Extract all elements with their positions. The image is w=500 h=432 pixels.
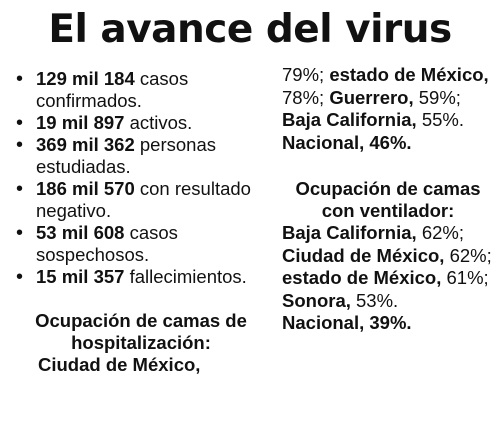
left-column: • 129 mil 184 casos confirmados. • 19 mi…: [10, 68, 272, 377]
right-column: 79%; estado de México, 78%; Guerrero, 59…: [282, 64, 494, 335]
stat-text: casos sospechosos.: [36, 222, 178, 265]
list-item: • 129 mil 184 casos confirmados.: [10, 68, 272, 112]
stat-number: 15 mil 357: [36, 266, 125, 287]
stat-number: 19 mil 897: [36, 112, 125, 133]
bullet-icon: •: [16, 178, 24, 200]
stat-text: activos.: [124, 112, 193, 133]
page-title: El avance del virus: [48, 7, 452, 52]
stat-text: casos confirmados.: [36, 68, 189, 111]
bullet-icon: •: [16, 134, 24, 156]
bullet-icon: •: [16, 222, 24, 244]
list-item: • 15 mil 357 fallecimientos.: [10, 266, 272, 288]
list-item: • 53 mil 608 casos sospechosos.: [10, 222, 272, 266]
hospitalization-heading: Ocupación de camas de hospitalización:: [35, 310, 247, 353]
stat-number: 186 mil 570: [36, 178, 135, 199]
stat-text: fallecimientos.: [124, 266, 247, 287]
vent-national: Nacional, 39%.: [282, 312, 412, 333]
stat-number: 53 mil 608: [36, 222, 125, 243]
stat-text: con resultado negativo.: [36, 178, 251, 221]
stat-text: personas estudiadas.: [36, 134, 216, 177]
list-item: • 19 mil 897 activos.: [10, 112, 272, 134]
ventilator-heading: Ocupación de camas con ventilador:: [295, 178, 481, 221]
bullet-icon: •: [16, 266, 24, 288]
hosp-national: Nacional, 46%.: [282, 131, 412, 153]
stats-list: • 129 mil 184 casos confirmados. • 19 mi…: [10, 68, 272, 288]
stat-number: 369 mil 362: [36, 134, 135, 155]
ventilator-details: Baja California, 62%; Ciudad de México, …: [282, 222, 492, 311]
list-item: • 369 mil 362 personas estudiadas.: [10, 134, 272, 178]
hosp-cdmx-label: Ciudad de México,: [38, 354, 201, 375]
bullet-icon: •: [16, 112, 24, 134]
bullet-icon: •: [16, 68, 24, 90]
list-item: • 186 mil 570 con resultado negativo.: [10, 178, 272, 222]
hospitalization-details: 79%; estado de México, 78%; Guerrero, 59…: [282, 64, 489, 130]
stat-number: 129 mil 184: [36, 68, 135, 89]
